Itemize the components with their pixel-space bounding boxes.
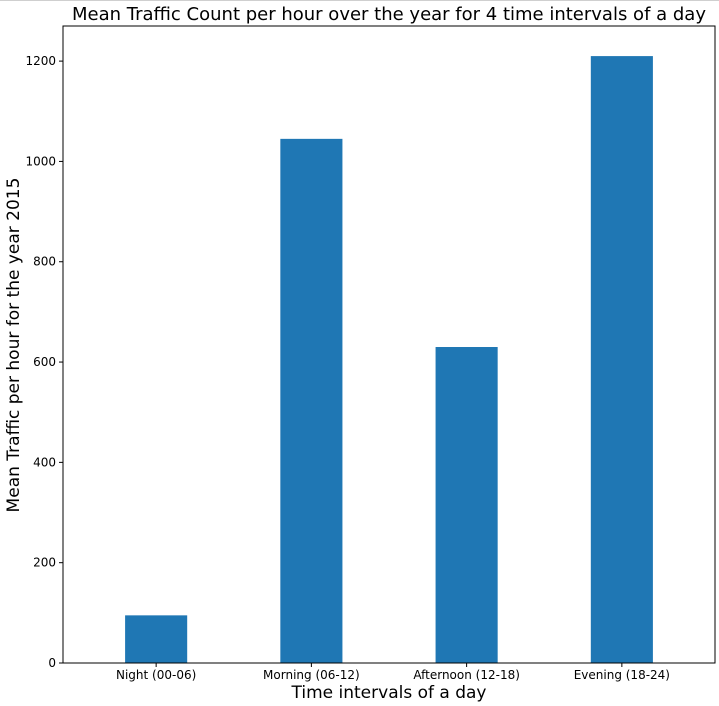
bar-night	[125, 615, 188, 663]
y-tick-label: 800	[33, 255, 56, 269]
x-axis-ticks: Night (00-06) Morning (06-12) Afternoon (1…	[116, 663, 670, 682]
y-axis-ticks: 0 200 400 600 800 1000 1200	[25, 54, 63, 670]
y-tick-label: 1000	[25, 154, 56, 168]
y-tick-label: 600	[33, 355, 56, 369]
bars-group	[125, 56, 653, 664]
plot-frame	[62, 25, 716, 664]
top-border	[0, 0, 719, 1]
bar-evening	[590, 56, 653, 664]
x-tick-label: Night (00-06)	[116, 668, 196, 682]
chart-title: Mean Traffic Count per hour over the yea…	[72, 4, 706, 25]
y-tick-label: 0	[48, 656, 56, 670]
y-tick-label: 1200	[25, 54, 56, 68]
x-tick-label: Afternoon (12-18)	[413, 668, 520, 682]
x-tick-label: Evening (18-24)	[574, 668, 670, 682]
x-tick-label: Morning (06-12)	[263, 668, 360, 682]
y-tick-label: 200	[33, 556, 56, 570]
x-axis-label: Time intervals of a day	[291, 683, 487, 703]
y-axis-label: Mean Traffic per hour for the year 2015	[4, 178, 24, 513]
bar-morning	[280, 138, 343, 664]
y-tick-label: 400	[33, 455, 56, 469]
bar-afternoon	[435, 347, 498, 663]
